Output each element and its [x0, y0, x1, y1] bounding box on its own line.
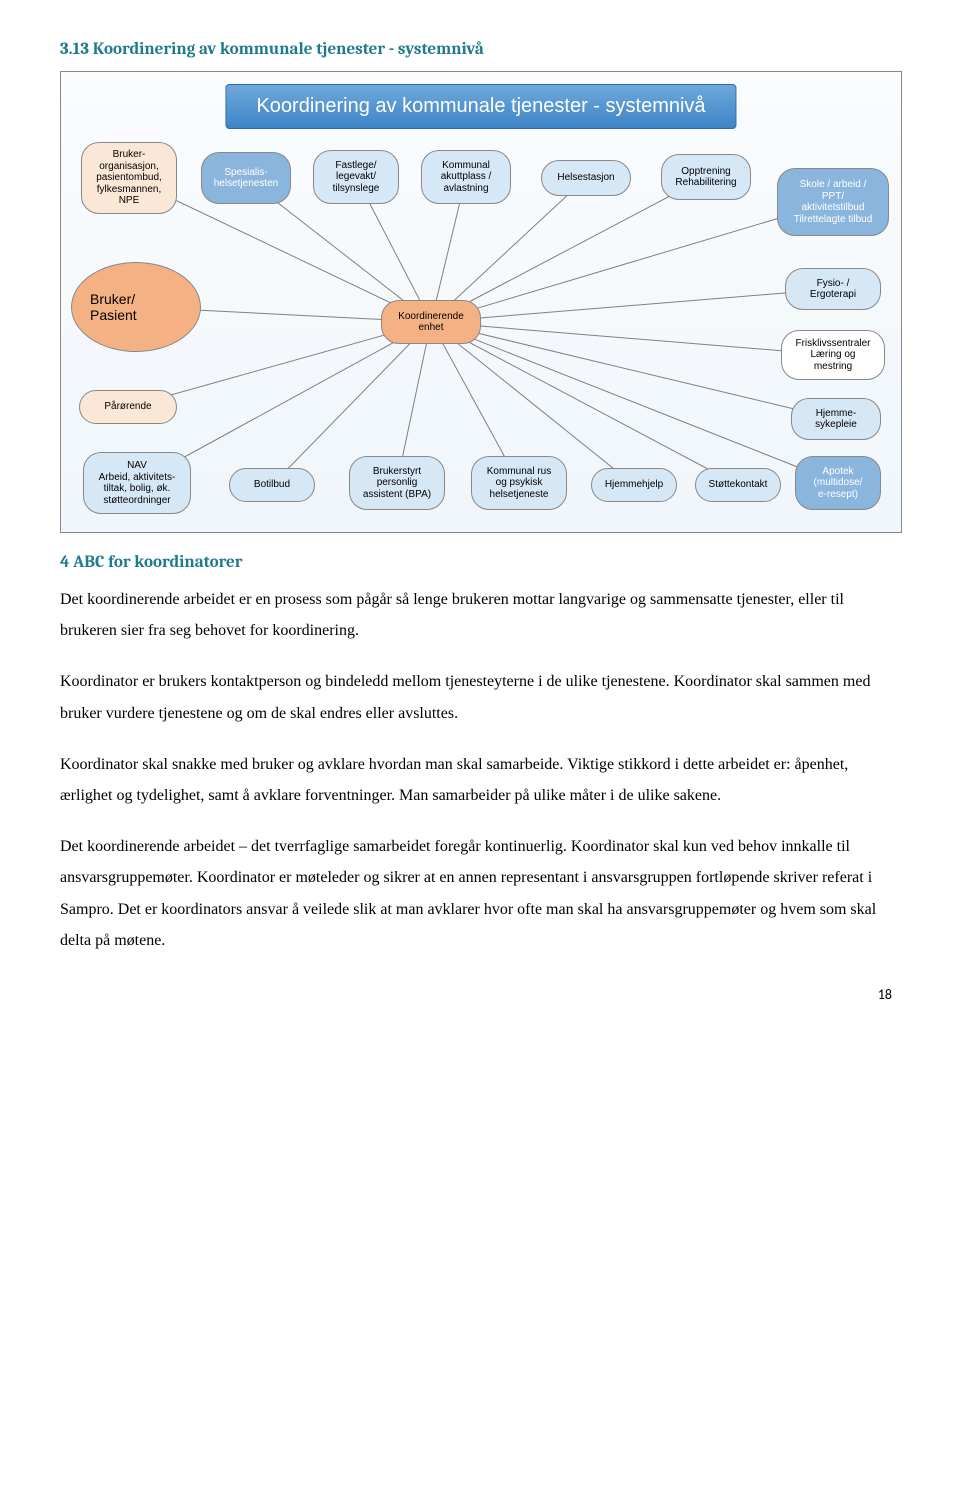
- node-hjemmehjelp: Hjemmehjelp: [591, 468, 677, 502]
- node-opptrening: OpptreningRehabilitering: [661, 154, 751, 200]
- node-botilbud: Botilbud: [229, 468, 315, 502]
- node-akuttplass: Kommunalakuttplass /avlastning: [421, 150, 511, 204]
- node-friskliv: FrisklivssentralerLæring ogmestring: [781, 330, 885, 380]
- page-number: 18: [60, 986, 900, 1003]
- diagram-frame: Koordinering av kommunale tjenester - sy…: [60, 71, 902, 533]
- paragraph: Koordinator skal snakke med bruker og av…: [60, 749, 900, 811]
- node-koord: Koordinerendeenhet: [381, 300, 481, 344]
- node-apotek: Apotek(multidose/e-resept): [795, 456, 881, 510]
- node-hjemmesyk: Hjemme-sykepleie: [791, 398, 881, 440]
- node-nav: NAVArbeid, aktivitets-tiltak, bolig, øk.…: [83, 452, 191, 514]
- node-spesialist: Spesialis-helsetjenesten: [201, 152, 291, 204]
- diagram-title: Koordinering av kommunale tjenester - sy…: [225, 84, 736, 129]
- section-heading: 3.13 Koordinering av kommunale tjenester…: [60, 40, 900, 59]
- node-bpa: Brukerstyrtpersonligassistent (BPA): [349, 456, 445, 510]
- paragraph: Det koordinerende arbeidet – det tverrfa…: [60, 831, 900, 956]
- node-rus: Kommunal rusog psykiskhelsetjeneste: [471, 456, 567, 510]
- node-skole: Skole / arbeid /PPT/aktivitetstilbudTilr…: [777, 168, 889, 236]
- subsection-heading: 4 ABC for koordinatorer: [60, 553, 900, 572]
- node-stotte: Støttekontakt: [695, 468, 781, 502]
- body-paragraphs: Det koordinerende arbeidet er en prosess…: [60, 584, 900, 956]
- node-fastlege: Fastlege/legevakt/tilsynslege: [313, 150, 399, 204]
- node-helsestasjon: Helsestasjon: [541, 160, 631, 196]
- node-bruker_org: Bruker-organisasjon,pasientombud,fylkesm…: [81, 142, 177, 214]
- paragraph: Koordinator er brukers kontaktperson og …: [60, 666, 900, 728]
- node-fysio: Fysio- /Ergoterapi: [785, 268, 881, 310]
- node-parorende: Pårørende: [79, 390, 177, 424]
- node-bruker: Bruker/Pasient: [71, 262, 201, 352]
- paragraph: Det koordinerende arbeidet er en prosess…: [60, 584, 900, 646]
